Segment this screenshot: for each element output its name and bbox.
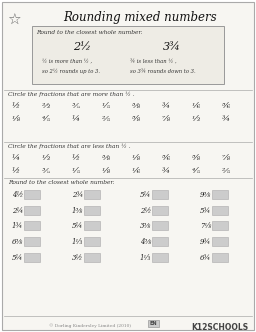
Bar: [84, 206, 100, 215]
Text: ⅚: ⅚: [222, 102, 230, 110]
Text: 2½: 2½: [140, 207, 151, 215]
Text: 3⅜: 3⅜: [140, 222, 151, 230]
Text: 2¼: 2¼: [12, 207, 23, 215]
Text: ☆: ☆: [7, 13, 21, 28]
Text: © Dorling Kindersley Limited (2010): © Dorling Kindersley Limited (2010): [49, 323, 131, 328]
Text: ⅛: ⅛: [12, 115, 20, 123]
Bar: [152, 221, 168, 230]
Bar: [84, 221, 100, 230]
Bar: [212, 237, 228, 246]
Bar: [24, 221, 40, 230]
Bar: [84, 253, 100, 262]
Text: ⅛: ⅛: [132, 154, 140, 162]
Text: ⅓: ⅓: [42, 154, 50, 162]
Bar: [24, 190, 40, 199]
Text: ¾: ¾: [162, 167, 170, 175]
Text: ⅓: ⅓: [192, 115, 200, 123]
Text: ¾ is less than ½ ,: ¾ is less than ½ ,: [130, 59, 177, 64]
Text: ¾: ¾: [222, 115, 230, 123]
Text: ½: ½: [12, 167, 20, 175]
Bar: [24, 206, 40, 215]
Text: 6⅜: 6⅜: [12, 238, 23, 246]
Text: ⅜: ⅜: [132, 102, 140, 110]
Text: 6¾: 6¾: [200, 254, 211, 262]
Text: ⅜: ⅜: [102, 154, 110, 162]
Bar: [148, 320, 159, 327]
Bar: [152, 190, 168, 199]
Text: 1¾: 1¾: [12, 222, 23, 230]
Text: 5¼: 5¼: [12, 254, 23, 262]
Text: Circle the fractions that are less than ½ .: Circle the fractions that are less than …: [8, 144, 131, 149]
Text: 1⅓: 1⅓: [72, 238, 83, 246]
Bar: [212, 253, 228, 262]
Bar: [152, 237, 168, 246]
Text: 4⅜: 4⅜: [140, 238, 151, 246]
Bar: [152, 206, 168, 215]
Text: 7⅛: 7⅛: [200, 222, 211, 230]
Text: ⅔: ⅔: [42, 102, 50, 110]
Text: Circle the fractions that are more than ½ .: Circle the fractions that are more than …: [8, 92, 135, 97]
Bar: [32, 26, 224, 84]
Text: 4½: 4½: [12, 191, 23, 199]
Text: Round to the closest whole number.: Round to the closest whole number.: [8, 180, 114, 185]
Text: ⅕: ⅕: [72, 167, 80, 175]
Text: Rounding mixed numbers: Rounding mixed numbers: [63, 11, 217, 24]
Text: ⅙: ⅙: [192, 102, 200, 110]
Bar: [212, 206, 228, 215]
Text: 9⅜: 9⅜: [200, 191, 211, 199]
Bar: [212, 190, 228, 199]
Text: 3¾: 3¾: [163, 42, 181, 52]
Text: ⅙: ⅙: [132, 167, 140, 175]
Text: ½: ½: [72, 154, 80, 162]
Text: ⅞: ⅞: [222, 154, 230, 162]
Text: ⅖: ⅖: [102, 115, 110, 123]
Text: ⅗: ⅗: [42, 167, 50, 175]
Bar: [212, 221, 228, 230]
Text: ⅕: ⅕: [102, 102, 110, 110]
Text: 5¾: 5¾: [200, 207, 211, 215]
Text: ⅘: ⅘: [42, 115, 50, 123]
Text: ¼: ¼: [72, 115, 80, 123]
Text: ½: ½: [12, 102, 20, 110]
Text: 2¾: 2¾: [72, 191, 83, 199]
Text: ¾: ¾: [162, 102, 170, 110]
Text: ⅛: ⅛: [102, 167, 110, 175]
Text: ⅖: ⅖: [222, 167, 230, 175]
Text: 9¾: 9¾: [200, 238, 211, 246]
Text: so 3¾ rounds down to 3.: so 3¾ rounds down to 3.: [130, 69, 196, 74]
Text: ⅞: ⅞: [162, 115, 170, 123]
Bar: [84, 237, 100, 246]
Text: ⅚: ⅚: [162, 154, 170, 162]
Text: EN: EN: [150, 321, 157, 326]
Bar: [24, 253, 40, 262]
Text: ⅗: ⅗: [72, 102, 80, 110]
Text: 3½: 3½: [72, 254, 83, 262]
Bar: [84, 190, 100, 199]
Text: 1⅜: 1⅜: [72, 207, 83, 215]
Bar: [152, 253, 168, 262]
Text: 5¼: 5¼: [140, 191, 151, 199]
Text: 2½: 2½: [73, 42, 91, 52]
Text: ¼: ¼: [12, 154, 20, 162]
Text: ½ is more than ½ ,: ½ is more than ½ ,: [42, 59, 92, 64]
Bar: [24, 237, 40, 246]
Text: ⅝: ⅝: [132, 115, 140, 123]
Text: 1⅓: 1⅓: [140, 254, 151, 262]
Text: ⅝: ⅝: [192, 154, 200, 162]
Text: K12SCHOOLS: K12SCHOOLS: [191, 323, 249, 332]
Text: 5¼: 5¼: [72, 222, 83, 230]
Text: ⅘: ⅘: [192, 167, 200, 175]
Text: Round to the closest whole number.: Round to the closest whole number.: [36, 30, 143, 35]
Text: so 2½ rounds up to 3.: so 2½ rounds up to 3.: [42, 69, 100, 74]
